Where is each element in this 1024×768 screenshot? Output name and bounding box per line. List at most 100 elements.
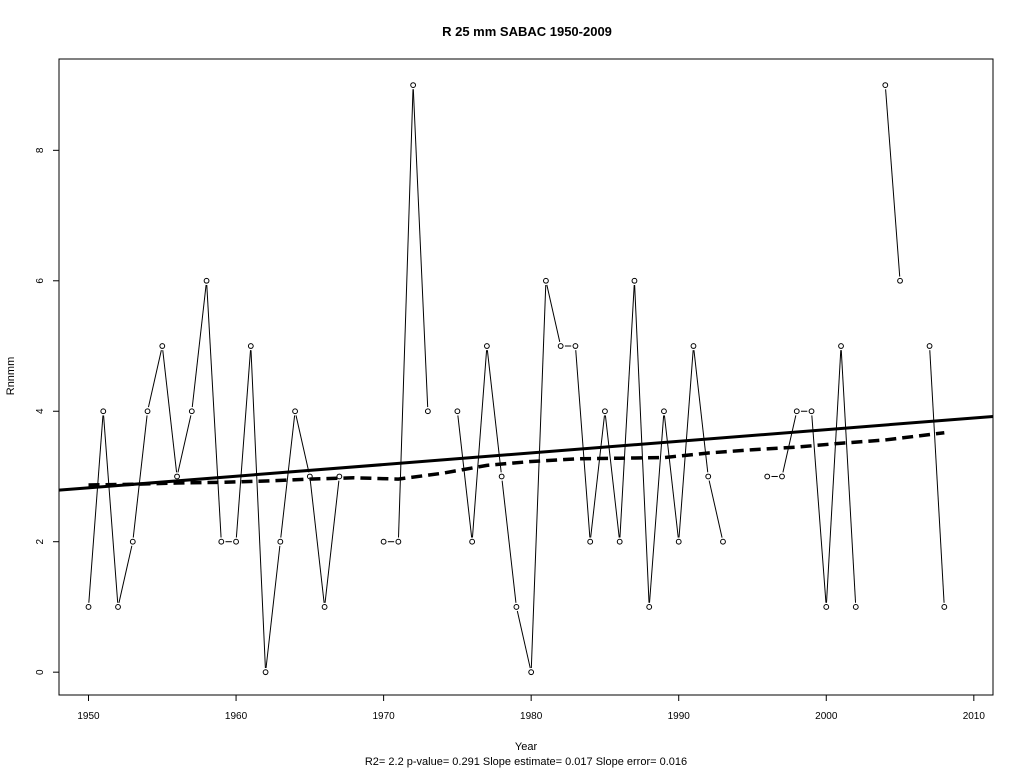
data-point xyxy=(262,669,269,676)
data-line-segment xyxy=(619,284,635,538)
data-point xyxy=(897,277,903,284)
smoothed-trend-line xyxy=(88,431,945,487)
data-point xyxy=(188,408,195,415)
data-line-segment xyxy=(309,480,325,603)
data-point xyxy=(926,343,933,349)
x-tick-label: 1950 xyxy=(77,711,100,722)
data-line-segment xyxy=(604,415,620,538)
data-point xyxy=(779,473,785,480)
data-point xyxy=(380,538,387,545)
data-point xyxy=(395,538,402,545)
data-point xyxy=(852,604,859,610)
data-line-segment xyxy=(177,415,192,473)
x-tick-label: 2000 xyxy=(815,711,838,722)
data-point xyxy=(233,538,239,545)
data-line-segment xyxy=(412,89,429,408)
data-line-segment xyxy=(206,284,222,538)
data-point xyxy=(336,473,343,480)
data-line-segment xyxy=(929,350,945,603)
data-point xyxy=(793,408,800,415)
data-line-segment xyxy=(663,415,679,538)
data-point xyxy=(528,669,535,676)
data-point xyxy=(174,473,180,480)
data-point xyxy=(661,408,667,415)
data-line-segment xyxy=(649,415,665,603)
data-line-segment xyxy=(516,610,531,669)
data-line-segment xyxy=(265,545,281,669)
data-point xyxy=(100,408,107,415)
data-point xyxy=(557,343,564,349)
data-line-segment xyxy=(324,480,340,603)
y-tick-label: 0 xyxy=(35,669,46,675)
data-line-segment xyxy=(457,415,473,538)
data-line-segment xyxy=(235,350,251,538)
data-point xyxy=(115,604,121,610)
chart-title: R 25 mm SABAC 1950-2009 xyxy=(442,24,612,39)
data-point xyxy=(498,473,505,480)
data-line-segment xyxy=(840,350,857,603)
data-line-segment xyxy=(162,350,178,473)
x-axis: 1950 1960 1970 1980 1990 2000 2010 xyxy=(77,695,985,722)
data-point xyxy=(483,343,490,349)
data-point xyxy=(85,604,92,610)
data-point xyxy=(277,538,284,545)
data-line-segment xyxy=(132,415,148,538)
data-line-segment xyxy=(280,415,296,538)
y-tick-label: 2 xyxy=(35,538,46,544)
data-point xyxy=(454,408,461,415)
data-point xyxy=(424,408,431,415)
data-line-segment xyxy=(191,284,207,408)
data-line-segment xyxy=(708,480,723,538)
data-point xyxy=(941,604,948,610)
data-line-segment xyxy=(103,415,119,603)
data-point xyxy=(764,473,771,480)
x-axis-label: Year xyxy=(515,741,538,753)
data-point xyxy=(543,277,549,284)
data-point xyxy=(203,277,210,284)
data-point xyxy=(705,473,712,480)
data-point xyxy=(572,343,579,349)
data-point xyxy=(159,343,166,349)
data-line-segment xyxy=(678,350,694,538)
trend-line xyxy=(58,414,994,492)
data-point xyxy=(675,538,682,545)
data-line-segment xyxy=(782,415,797,473)
regression-stats: R2= 2.2 p-value= 0.291 Slope estimate= 0… xyxy=(365,756,687,768)
data-point xyxy=(292,408,298,415)
data-point xyxy=(513,604,520,610)
data-point xyxy=(616,538,623,545)
x-tick-label: 1980 xyxy=(520,711,543,722)
data-line-segment xyxy=(88,415,104,603)
data-point xyxy=(129,538,136,545)
data-point xyxy=(602,408,608,415)
data-line-segment xyxy=(486,350,502,473)
y-tick-label: 8 xyxy=(35,147,46,153)
y-tick-label: 6 xyxy=(35,278,46,284)
x-tick-label: 1970 xyxy=(372,711,395,722)
x-tick-label: 1990 xyxy=(668,711,691,722)
data-point xyxy=(247,343,254,349)
x-tick-label: 2010 xyxy=(963,711,986,722)
data-line-segment xyxy=(546,284,561,343)
y-axis: 0 2 4 6 8 xyxy=(35,147,59,675)
data-point xyxy=(808,408,815,415)
data-line-segment xyxy=(885,89,901,277)
data-line-segment xyxy=(575,350,591,538)
data-line-segment xyxy=(250,350,266,668)
data-point xyxy=(838,343,844,349)
y-tick-label: 4 xyxy=(35,408,46,414)
data-point xyxy=(587,538,594,545)
data-point xyxy=(469,538,476,545)
data-line-segment xyxy=(501,480,517,603)
data-line-segment xyxy=(147,350,162,408)
data-point xyxy=(882,82,889,88)
data-line-segment xyxy=(530,284,547,668)
data-point xyxy=(321,604,328,610)
series-layer xyxy=(58,82,994,676)
data-point xyxy=(631,277,638,284)
data-point xyxy=(218,538,225,545)
x-tick-label: 1960 xyxy=(225,711,248,722)
data-line-segment xyxy=(118,545,133,603)
